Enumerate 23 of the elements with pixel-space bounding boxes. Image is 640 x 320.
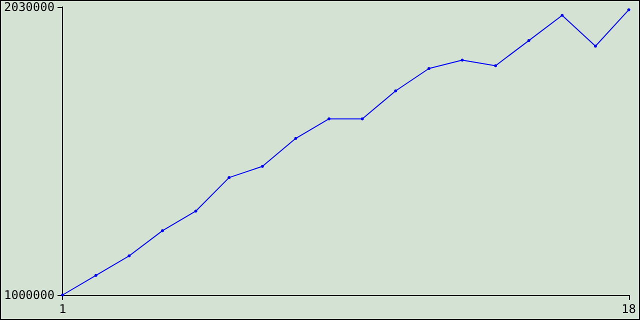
y-tick-label: 2030000 bbox=[4, 0, 55, 14]
point bbox=[427, 67, 430, 70]
y-tick-label: 1000000 bbox=[4, 288, 55, 302]
point bbox=[460, 58, 464, 62]
point bbox=[360, 117, 364, 120]
point bbox=[260, 164, 264, 168]
point bbox=[560, 14, 564, 17]
point bbox=[228, 176, 231, 180]
x-tick-label: 18 bbox=[622, 302, 636, 316]
point bbox=[294, 136, 298, 140]
point bbox=[94, 274, 98, 277]
point bbox=[328, 117, 331, 120]
point bbox=[160, 229, 164, 232]
line-series bbox=[61, 8, 630, 296]
point bbox=[194, 210, 198, 213]
point bbox=[128, 254, 131, 258]
x-tick-label: 1 bbox=[58, 302, 66, 316]
point bbox=[394, 89, 398, 92]
point bbox=[494, 64, 498, 68]
point bbox=[594, 44, 597, 48]
point bbox=[527, 39, 530, 42]
point bbox=[627, 8, 630, 12]
point bbox=[61, 294, 64, 296]
